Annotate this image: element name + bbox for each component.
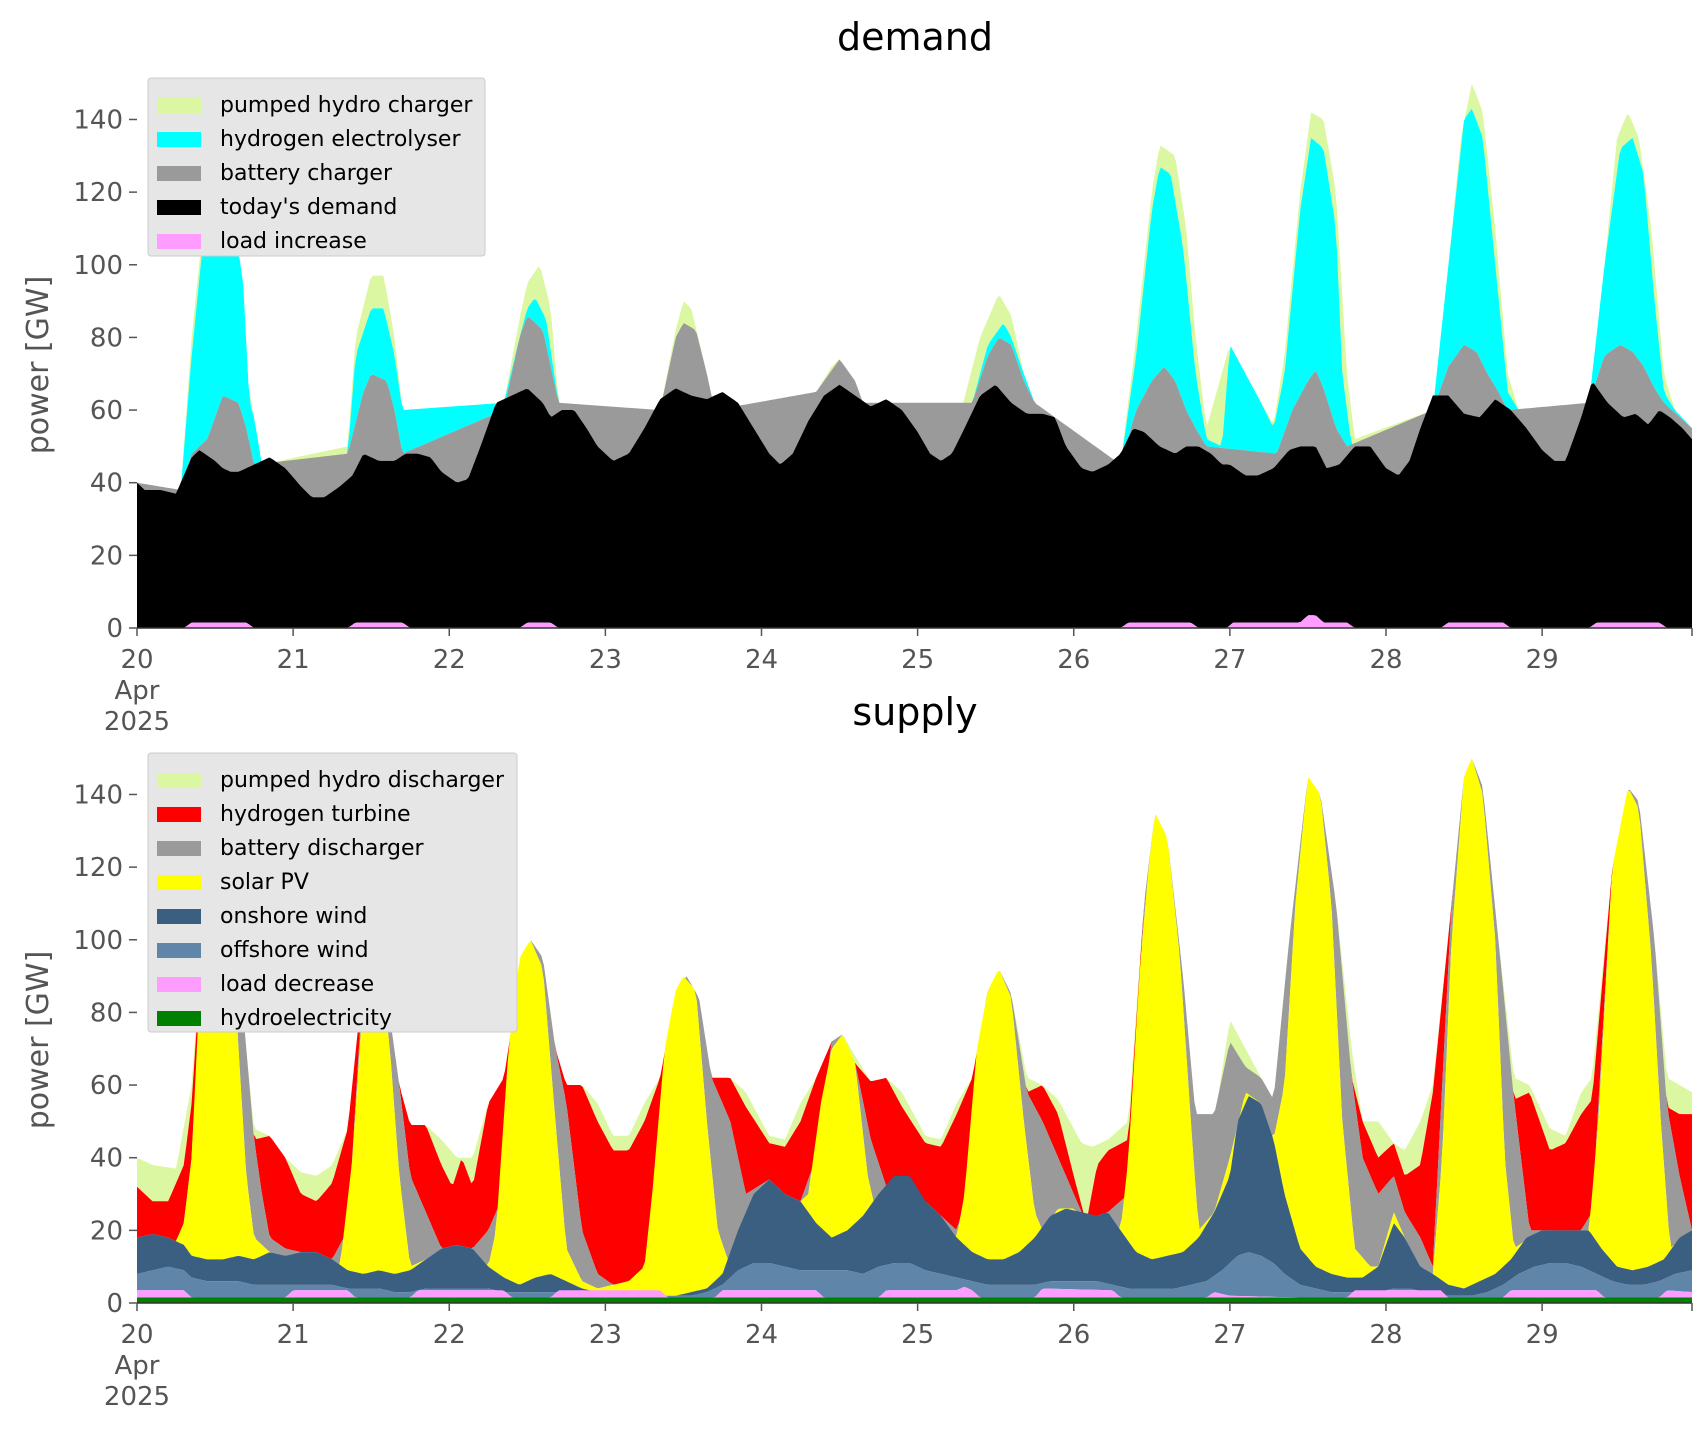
demand-x-tick-label: 25	[901, 645, 934, 675]
supply-x-tick-label: 21	[277, 1320, 310, 1350]
demand-x-tick-label: 26	[1057, 645, 1090, 675]
supply-legend-swatch-hydroelectricity	[157, 1011, 201, 1026]
supply-legend-swatch-hydrogen-turbine	[157, 807, 201, 822]
demand-x-tick-label: 28	[1369, 645, 1402, 675]
demand-area-today-s-demand	[137, 383, 1692, 628]
supply-x-tick-label: 22	[433, 1320, 466, 1350]
demand-panel: demand power [GW] 02040608010012014020Ap…	[21, 15, 1693, 737]
demand-legend-entries: pumped hydro charger hydrogen electrolyse…	[157, 93, 473, 254]
supply-legend-label-hydrogen-turbine: hydrogen turbine	[220, 802, 411, 827]
demand-area-load-increase	[137, 615, 1692, 628]
demand-legend-frame	[147, 77, 486, 257]
supply-x-tick-label: 24	[745, 1320, 778, 1350]
demand-x-tick-label: 2025	[104, 707, 170, 737]
demand-x-tick-label: 27	[1213, 645, 1246, 675]
demand-x-tick-label: 29	[1526, 645, 1559, 675]
supply-y-tick-label: 0	[106, 1289, 123, 1319]
demand-legend-label-battery-charger: battery charger	[220, 161, 393, 186]
demand-areas	[137, 83, 1692, 628]
supply-legend-label-solar-pv: solar PV	[220, 870, 309, 895]
demand-legend-swatch-load-increase	[157, 234, 201, 249]
demand-y-tick-label: 60	[90, 396, 123, 426]
supply-legend: pumped hydro discharger hydrogen turbine b…	[147, 752, 518, 1033]
supply-panel: supply power [GW] 02040608010012014020Ap…	[21, 690, 1693, 1412]
supply-y-tick-label: 120	[73, 853, 123, 883]
supply-legend-label-hydroelectricity: hydroelectricity	[220, 1006, 392, 1031]
supply-y-axis-label: power [GW]	[21, 951, 56, 1130]
supply-x-tick-label: 27	[1213, 1320, 1246, 1350]
supply-area-pumped-hydro-discharger	[137, 758, 1692, 1221]
supply-y-tick-label: 140	[73, 780, 123, 810]
supply-legend-swatch-solar-pv	[157, 875, 201, 890]
demand-y-tick-label: 80	[90, 323, 123, 353]
supply-legend-label-battery-discharger: battery discharger	[220, 836, 425, 861]
supply-legend-label-pumped-hydro-discharger: pumped hydro discharger	[220, 768, 505, 793]
supply-y-tick-label: 100	[73, 926, 123, 956]
supply-area-hydrogen-turbine	[137, 758, 1692, 1285]
demand-x-tick-label: 20	[120, 645, 153, 675]
supply-title: supply	[852, 690, 977, 734]
demand-legend-label-pumped-hydro-charger: pumped hydro charger	[220, 93, 473, 118]
demand-y-tick-label: 100	[73, 251, 123, 281]
supply-x-tick-label: 23	[589, 1320, 622, 1350]
demand-legend-swatch-battery-charger	[157, 166, 201, 181]
supply-area-onshore-wind	[137, 1096, 1692, 1296]
supply-legend-frame	[147, 752, 518, 1033]
supply-x-tick-label: 25	[901, 1320, 934, 1350]
supply-area-load-decrease	[137, 1286, 1692, 1298]
demand-y-tick-label: 120	[73, 178, 123, 208]
demand-y-axis-label: power [GW]	[21, 276, 56, 455]
supply-y-tick-label: 60	[90, 1071, 123, 1101]
supply-x-tick-label: 2025	[104, 1382, 170, 1412]
demand-legend-label-today-s-demand: today's demand	[220, 195, 397, 220]
supply-legend-swatch-battery-discharger	[157, 841, 201, 856]
demand-legend-label-hydrogen-electrolyser: hydrogen electrolyser	[220, 127, 461, 152]
supply-areas	[137, 758, 1692, 1303]
supply-legend-label-offshore-wind: offshore wind	[220, 938, 369, 963]
demand-area-battery-charger	[137, 316, 1692, 498]
supply-x-tick-label: 28	[1369, 1320, 1402, 1350]
supply-legend-swatch-offshore-wind	[157, 943, 201, 958]
demand-y-tick-label: 140	[73, 105, 123, 135]
demand-x-tick-label: 23	[589, 645, 622, 675]
demand-area-pumped-hydro-charger	[137, 83, 1692, 490]
supply-legend-label-load-decrease: load decrease	[220, 972, 374, 997]
supply-legend-swatch-onshore-wind	[157, 909, 201, 924]
supply-y-tick-label: 80	[90, 998, 123, 1028]
supply-area-hydroelectricity	[137, 1297, 1692, 1303]
demand-legend: pumped hydro charger hydrogen electrolyse…	[147, 77, 486, 257]
supply-area-offshore-wind	[137, 1252, 1692, 1298]
demand-y-tick-label: 40	[90, 469, 123, 499]
supply-area-solar-pv	[137, 758, 1692, 1296]
supply-y-tick-label: 20	[90, 1216, 123, 1246]
supply-legend-swatch-load-decrease	[157, 977, 201, 992]
demand-area-hydrogen-electrolyser	[137, 108, 1692, 490]
demand-y-tick-label: 20	[90, 541, 123, 571]
supply-legend-label-onshore-wind: onshore wind	[220, 904, 367, 929]
demand-title: demand	[837, 15, 993, 59]
supply-x-tick-label: 20	[120, 1320, 153, 1350]
demand-x-tick-label: 21	[277, 645, 310, 675]
supply-legend-swatch-pumped-hydro-discharger	[157, 773, 201, 788]
supply-legend-entries: pumped hydro discharger hydrogen turbine b…	[157, 768, 505, 1031]
demand-legend-swatch-pumped-hydro-charger	[157, 98, 201, 113]
supply-y-tick-label: 40	[90, 1144, 123, 1174]
demand-y-tick-label: 0	[106, 614, 123, 644]
supply-x-tick-label: 26	[1057, 1320, 1090, 1350]
demand-legend-swatch-hydrogen-electrolyser	[157, 132, 201, 147]
supply-x-tick-label: Apr	[115, 1351, 160, 1381]
supply-x-tick-label: 29	[1526, 1320, 1559, 1350]
demand-x-tick-label: 22	[433, 645, 466, 675]
demand-legend-label-load-increase: load increase	[220, 229, 367, 254]
demand-legend-swatch-today-s-demand	[157, 200, 201, 215]
demand-x-tick-label: 24	[745, 645, 778, 675]
demand-x-tick-label: Apr	[115, 676, 160, 706]
